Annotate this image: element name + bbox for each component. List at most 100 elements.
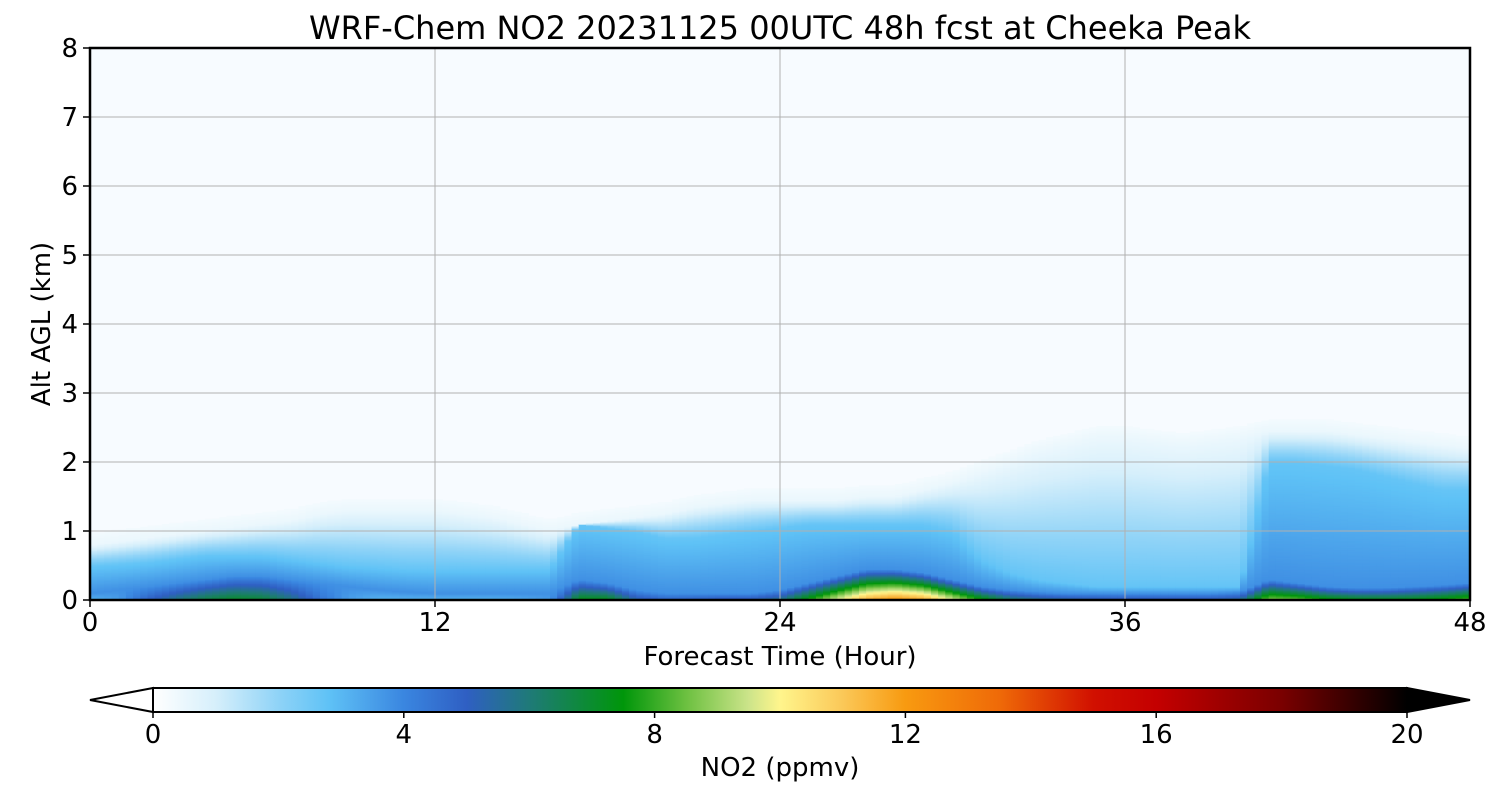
field-cell (205, 582, 213, 585)
field-cell (154, 555, 163, 558)
field-cell (384, 555, 393, 558)
field-cell (320, 506, 328, 509)
field-cell (334, 584, 343, 587)
field-cell (190, 584, 199, 587)
field-cell (205, 588, 213, 591)
field-cell (233, 558, 242, 561)
field-cell (406, 518, 415, 521)
field-cell (391, 569, 400, 572)
field-cell (348, 506, 357, 509)
field-cell (212, 533, 220, 536)
field-cell (197, 586, 206, 589)
field-cell (255, 533, 264, 536)
field-cell (399, 521, 407, 524)
field-cell (111, 553, 120, 556)
field-cell (341, 579, 350, 582)
field-cell (391, 562, 400, 565)
field-cell (205, 590, 213, 593)
field-cell (391, 573, 400, 576)
field-cell (97, 579, 105, 582)
field-cell (348, 546, 357, 549)
field-cell (341, 515, 350, 518)
field-cell (298, 547, 307, 550)
field-cell (104, 590, 113, 593)
field-cell (111, 593, 120, 596)
field-cell (205, 565, 213, 568)
field-cell (176, 542, 185, 545)
field-cell (305, 593, 314, 596)
field-cell (255, 587, 264, 590)
field-cell (406, 554, 415, 557)
field-cell (212, 542, 220, 545)
field-cell (111, 561, 120, 564)
field-cell (233, 553, 242, 556)
field-cell (334, 595, 343, 598)
field-cell (320, 535, 328, 538)
field-cell (269, 543, 278, 546)
field-cell (320, 508, 328, 511)
field-cell (284, 590, 292, 593)
field-cell (190, 565, 199, 568)
field-cell (377, 504, 386, 507)
field-cell (147, 526, 156, 529)
field-cell (305, 547, 314, 550)
field-cell (355, 544, 364, 547)
field-cell (104, 550, 113, 553)
field-cell (348, 514, 357, 517)
field-cell (140, 576, 149, 579)
field-cell (269, 568, 278, 571)
field-cell (176, 550, 185, 553)
field-cell (205, 562, 213, 565)
field-cell (219, 554, 228, 557)
field-cell (341, 511, 350, 514)
field-cell (190, 575, 199, 578)
field-cell (118, 591, 127, 594)
field-cell (140, 540, 149, 543)
field-cell (284, 557, 292, 560)
field-cell (327, 573, 335, 576)
field-cell (240, 573, 249, 576)
field-cell (212, 565, 220, 568)
field-cell (255, 579, 264, 582)
field-cell (370, 590, 379, 593)
field-cell (262, 531, 271, 533)
field-cell (377, 536, 386, 539)
field-cell (269, 555, 278, 558)
field-cell (312, 511, 321, 514)
field-cell (176, 539, 185, 542)
field-cell (219, 590, 228, 593)
field-cell (348, 588, 357, 591)
field-cell (355, 519, 364, 522)
field-cell (327, 542, 335, 545)
field-cell (312, 504, 321, 507)
field-cell (118, 553, 127, 556)
field-cell (370, 597, 379, 600)
field-cell (291, 531, 300, 533)
field-cell (219, 532, 228, 535)
field-cell (248, 568, 256, 571)
field-cell (327, 554, 335, 557)
field-cell (384, 535, 393, 538)
field-cell (370, 579, 379, 582)
field-cell (406, 528, 415, 531)
field-cell (284, 514, 292, 517)
field-cell (212, 588, 220, 591)
field-cell (219, 559, 228, 562)
field-cell (154, 539, 163, 542)
field-cell (190, 553, 199, 556)
field-cell (212, 587, 220, 590)
field-cell (269, 564, 278, 567)
field-cell (355, 522, 364, 525)
field-cell (399, 553, 407, 556)
field-cell (190, 532, 199, 535)
field-cell (255, 544, 264, 547)
field-cell (399, 559, 407, 562)
field-cell (248, 590, 256, 593)
field-cell (399, 558, 407, 561)
field-cell (248, 572, 256, 575)
field-cell (320, 562, 328, 565)
field-cell (111, 582, 120, 585)
field-cell (284, 593, 292, 596)
field-cell (97, 562, 105, 565)
field-cell (406, 583, 415, 586)
